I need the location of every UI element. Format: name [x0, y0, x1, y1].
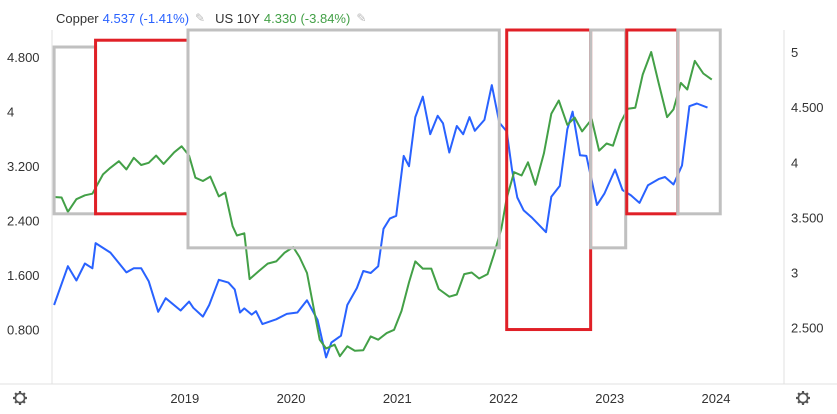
y-left-tick-label: 1.600 — [7, 268, 40, 283]
red-highlight-box[interactable] — [505, 28, 593, 332]
x-tick-label: 2022 — [489, 391, 518, 406]
chart-legend: Copper 4.537 (-1.41%) ✎ US 10Y 4.330 (-3… — [56, 8, 376, 28]
legend-value: 4.330 — [263, 10, 297, 26]
legend-item-us10y[interactable]: US 10Y 4.330 (-3.84%) ✎ — [215, 11, 366, 26]
y-right-tick-label: 4 — [791, 155, 798, 170]
y-right-tick-label: 5 — [791, 45, 798, 60]
gray-highlight-box[interactable] — [52, 45, 98, 216]
legend-item-copper[interactable]: Copper 4.537 (-1.41%) ✎ — [56, 11, 205, 26]
x-tick-label: 2023 — [595, 391, 624, 406]
y-right-tick-label: 2.500 — [791, 321, 824, 336]
legend-name: US 10Y — [215, 10, 260, 26]
y-right-tick-label: 4.500 — [791, 100, 824, 115]
series-line-copper — [53, 84, 708, 359]
y-left-tick-label: 3.200 — [7, 159, 40, 174]
pencil-icon[interactable]: ✎ — [356, 11, 367, 25]
x-tick-label: 2019 — [170, 391, 199, 406]
y-left-tick-label: 2.400 — [7, 214, 40, 229]
red-highlight-box[interactable] — [94, 38, 190, 216]
x-tick-label: 2024 — [702, 391, 731, 406]
gray-highlight-box[interactable] — [186, 28, 501, 250]
legend-change: (-1.41%) — [139, 10, 190, 26]
gray-highlight-box[interactable] — [676, 28, 722, 216]
y-right-tick-label: 3.500 — [791, 210, 824, 225]
pencil-icon[interactable]: ✎ — [195, 11, 206, 25]
x-tick-label: 2021 — [383, 391, 412, 406]
legend-value: 4.537 — [102, 10, 136, 26]
y-left-tick-label: 4 — [7, 105, 14, 120]
x-tick-label: 2020 — [277, 391, 306, 406]
legend-name: Copper — [56, 10, 99, 26]
y-left-tick-label: 0.800 — [7, 323, 40, 338]
gear-icon[interactable] — [13, 391, 27, 405]
y-right-tick-label: 3 — [791, 265, 798, 280]
legend-change: (-3.84%) — [300, 10, 351, 26]
series-line-us-10y — [54, 51, 713, 358]
gear-icon[interactable] — [796, 391, 810, 405]
y-left-tick-label: 4.800 — [7, 50, 40, 65]
